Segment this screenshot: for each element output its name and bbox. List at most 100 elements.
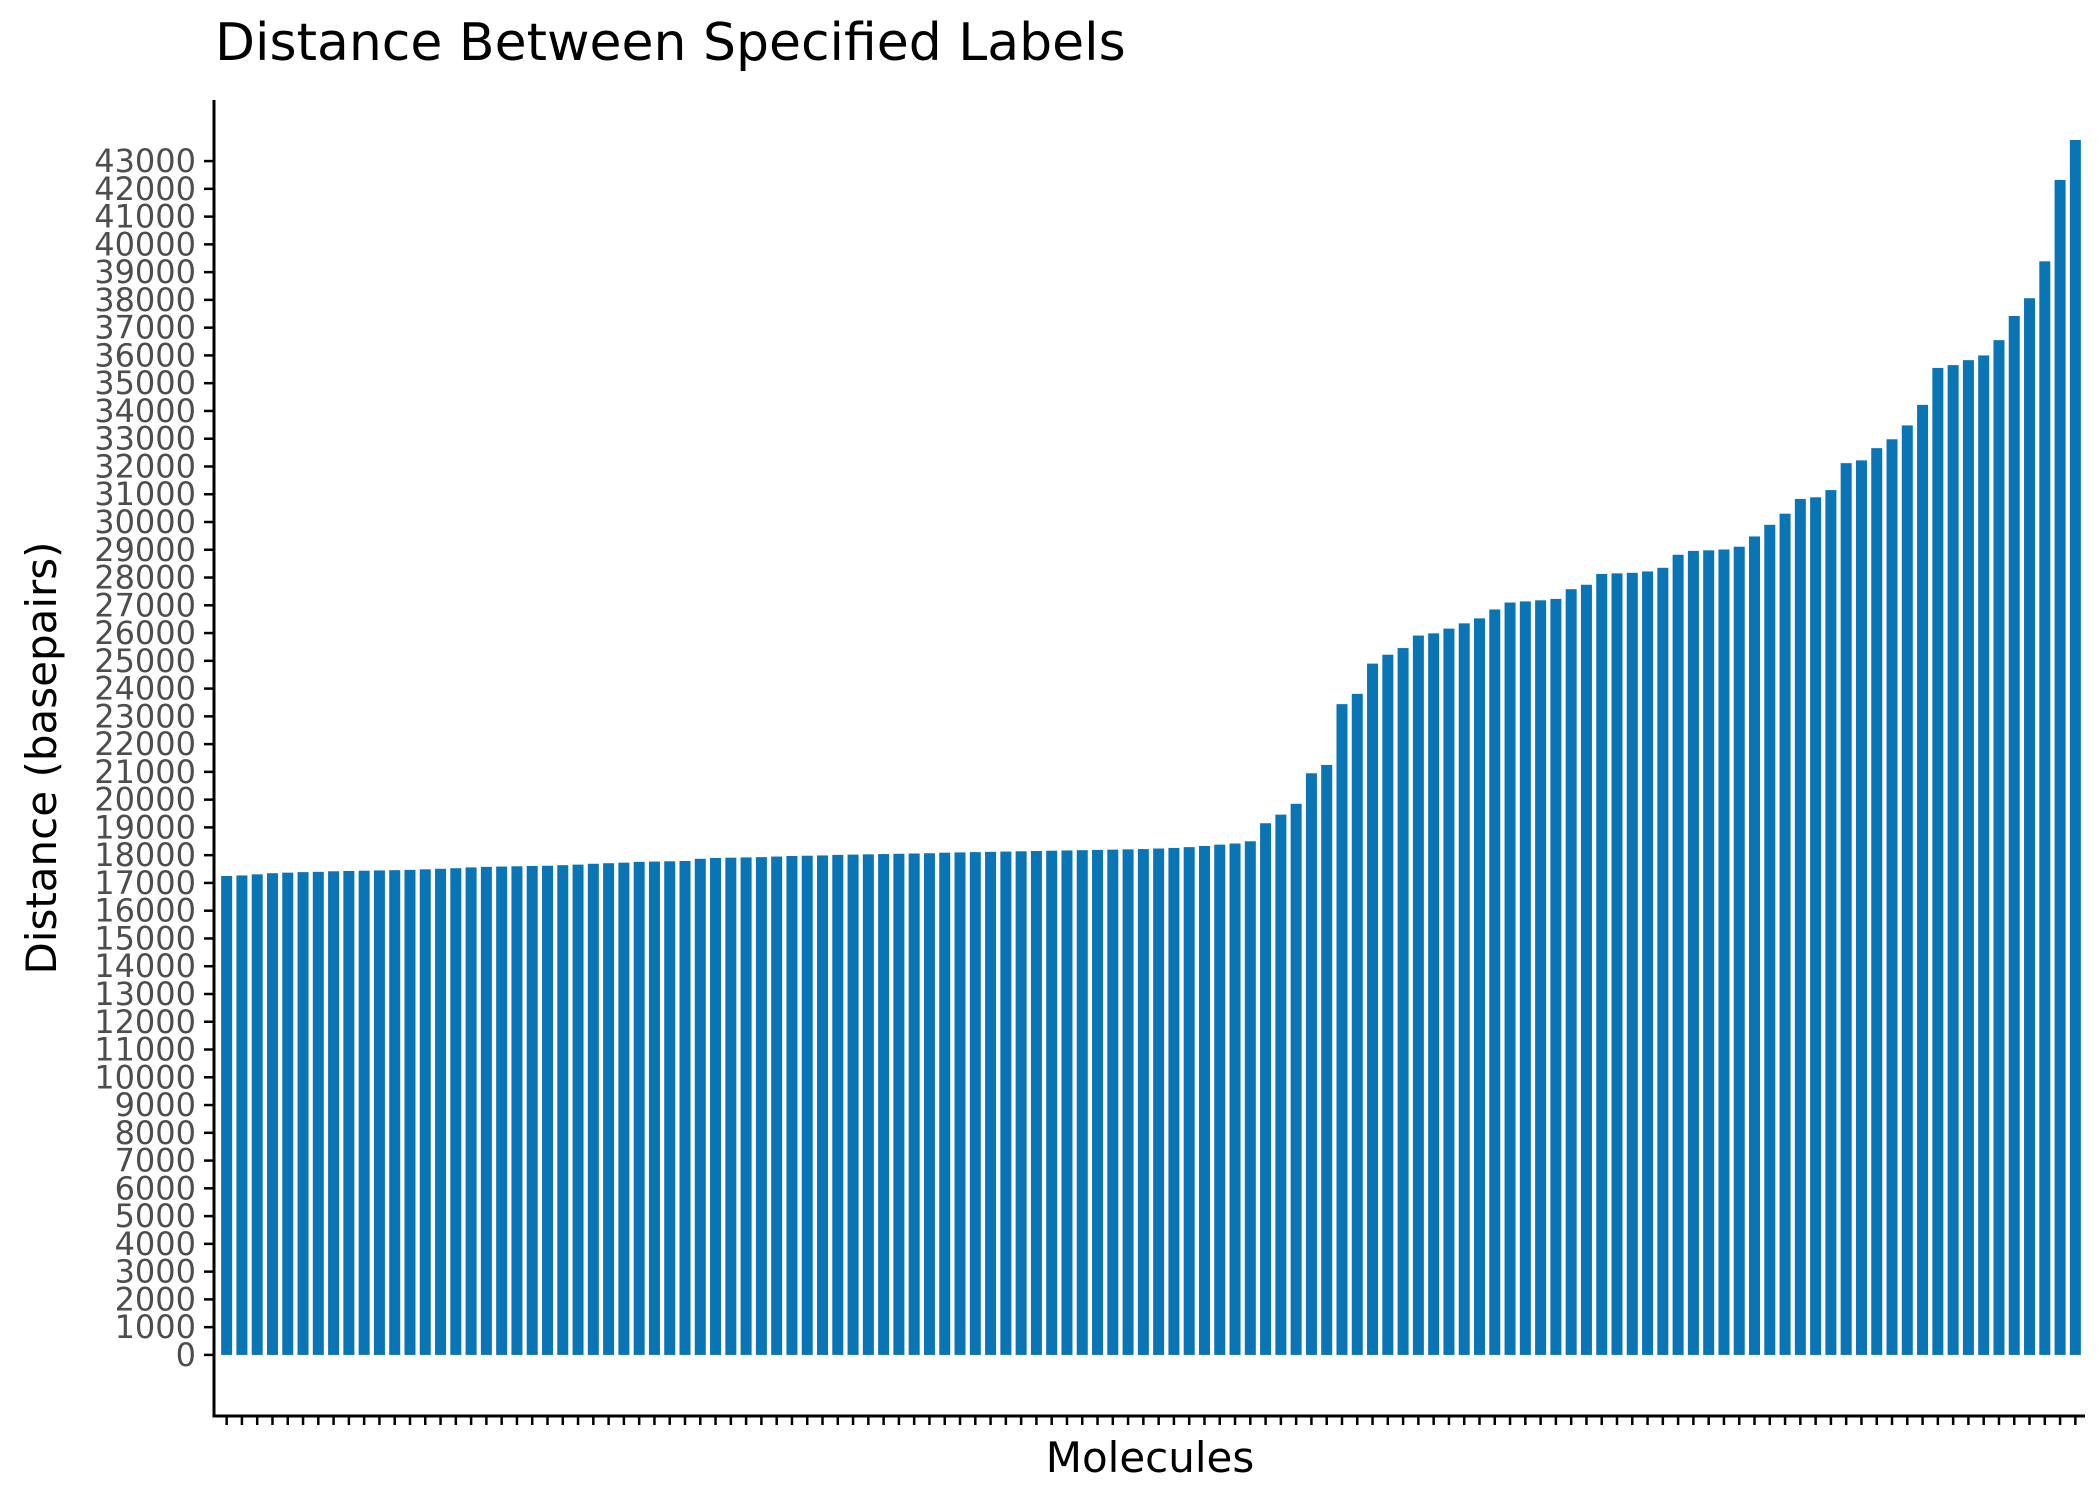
bar bbox=[1733, 546, 1745, 1355]
y-tick-label: 7000 bbox=[115, 1142, 196, 1180]
bar bbox=[511, 866, 523, 1355]
bar bbox=[557, 865, 569, 1355]
bar bbox=[847, 854, 859, 1355]
bar bbox=[1015, 851, 1027, 1355]
y-tick-label: 10000 bbox=[94, 1058, 196, 1096]
bar bbox=[1198, 846, 1210, 1355]
y-tick-label: 22000 bbox=[94, 725, 196, 763]
bar bbox=[266, 873, 278, 1355]
bar bbox=[1458, 623, 1470, 1355]
chart-title: Distance Between Specified Labels bbox=[215, 13, 1126, 73]
y-tick-label: 28000 bbox=[94, 559, 196, 597]
y-tick-label: 0 bbox=[176, 1336, 196, 1374]
bar bbox=[1153, 848, 1165, 1355]
bar bbox=[1214, 844, 1226, 1355]
y-tick-label: 24000 bbox=[94, 670, 196, 708]
bar bbox=[465, 867, 477, 1355]
bar bbox=[2024, 298, 2036, 1355]
bar bbox=[618, 862, 630, 1355]
bar bbox=[633, 861, 645, 1355]
bar bbox=[1321, 764, 1333, 1355]
bar bbox=[939, 852, 951, 1355]
y-tick-label: 34000 bbox=[94, 392, 196, 430]
bar bbox=[282, 872, 294, 1355]
bar bbox=[694, 858, 706, 1355]
bar bbox=[985, 851, 997, 1355]
bar bbox=[969, 852, 981, 1355]
bar bbox=[1168, 847, 1180, 1355]
y-axis-title: Distance (basepairs) bbox=[17, 541, 66, 974]
bar bbox=[1046, 850, 1058, 1355]
bar bbox=[679, 861, 691, 1355]
bar bbox=[1397, 648, 1409, 1355]
y-tick-label: 2000 bbox=[115, 1280, 196, 1318]
bar bbox=[572, 864, 584, 1355]
bar bbox=[664, 861, 676, 1355]
bar bbox=[435, 868, 447, 1355]
bar bbox=[358, 870, 370, 1355]
bar bbox=[725, 857, 737, 1355]
y-tick-label: 39000 bbox=[94, 253, 196, 291]
bar bbox=[389, 870, 401, 1355]
bar bbox=[1275, 814, 1287, 1355]
bar bbox=[373, 870, 385, 1355]
bar bbox=[251, 874, 263, 1355]
bar bbox=[1244, 841, 1256, 1355]
bar bbox=[603, 863, 615, 1355]
bar bbox=[710, 857, 722, 1355]
bar bbox=[1810, 497, 1822, 1355]
bar bbox=[908, 853, 920, 1355]
bar bbox=[832, 854, 844, 1355]
y-tick-label: 19000 bbox=[94, 808, 196, 846]
bar bbox=[1794, 498, 1806, 1355]
y-tick-label: 41000 bbox=[94, 198, 196, 236]
bar bbox=[2069, 139, 2081, 1355]
bar bbox=[496, 866, 508, 1355]
bar bbox=[297, 872, 309, 1355]
y-tick-label: 18000 bbox=[94, 836, 196, 874]
bar bbox=[1657, 567, 1669, 1355]
bar bbox=[801, 855, 813, 1355]
bar bbox=[1917, 404, 1929, 1355]
bar bbox=[878, 854, 890, 1355]
y-tick-label: 4000 bbox=[115, 1225, 196, 1263]
bar bbox=[1412, 635, 1424, 1355]
bar bbox=[1855, 460, 1867, 1355]
y-tick-label: 40000 bbox=[94, 225, 196, 263]
bar bbox=[1718, 549, 1730, 1355]
y-tick-label: 6000 bbox=[115, 1169, 196, 1207]
bar bbox=[1535, 600, 1547, 1355]
bar bbox=[1290, 803, 1302, 1355]
y-tick-label: 27000 bbox=[94, 586, 196, 624]
y-tick-label: 12000 bbox=[94, 1003, 196, 1041]
bar bbox=[1611, 573, 1623, 1355]
bar bbox=[771, 856, 783, 1355]
bar bbox=[1626, 572, 1638, 1355]
y-tick-label: 17000 bbox=[94, 864, 196, 902]
bar bbox=[1840, 463, 1852, 1355]
bar bbox=[221, 875, 233, 1355]
bar bbox=[862, 854, 874, 1355]
x-axis-title: Molecules bbox=[1046, 1433, 1255, 1482]
bar bbox=[1550, 598, 1562, 1355]
bar bbox=[1962, 360, 1974, 1355]
bar bbox=[1183, 847, 1195, 1355]
bar bbox=[648, 861, 660, 1355]
bar bbox=[1260, 823, 1272, 1355]
y-tick-label: 26000 bbox=[94, 614, 196, 652]
y-tick-label: 16000 bbox=[94, 892, 196, 930]
bar bbox=[328, 871, 340, 1355]
bars bbox=[221, 139, 2081, 1355]
bar bbox=[923, 853, 935, 1355]
bar bbox=[1107, 849, 1119, 1355]
bar bbox=[587, 863, 599, 1355]
y-tick-label: 15000 bbox=[94, 919, 196, 957]
bar bbox=[1030, 851, 1042, 1355]
bar bbox=[526, 866, 538, 1355]
bar bbox=[1703, 550, 1715, 1355]
y-tick-label: 5000 bbox=[115, 1197, 196, 1235]
bar bbox=[2054, 179, 2066, 1355]
bar bbox=[1871, 448, 1883, 1355]
bar bbox=[404, 869, 416, 1355]
bar bbox=[1336, 704, 1348, 1355]
